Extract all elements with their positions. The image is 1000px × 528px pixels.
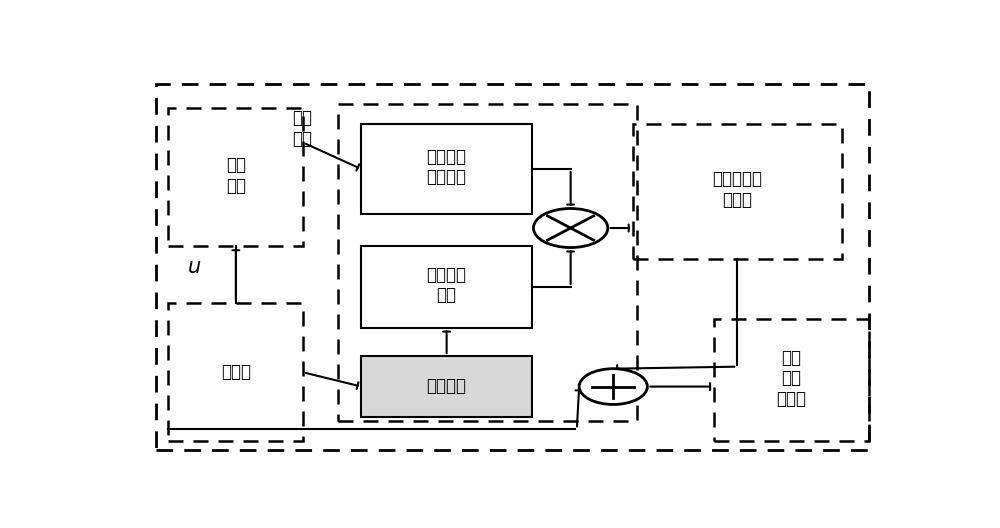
- Bar: [361, 124, 532, 214]
- Text: 分区扰动
约束矩阵: 分区扰动 约束矩阵: [427, 148, 467, 186]
- Bar: [338, 104, 637, 421]
- Text: 分区
掩码: 分区 掩码: [226, 156, 246, 194]
- Text: 对抗
样本
幅度谱: 对抗 样本 幅度谱: [776, 348, 806, 408]
- Bar: [361, 356, 532, 417]
- Bar: [168, 108, 303, 246]
- Text: 扰动
约束: 扰动 约束: [292, 109, 312, 148]
- Text: 幅度谱: 幅度谱: [221, 363, 251, 381]
- Circle shape: [533, 209, 608, 248]
- Bar: [361, 246, 532, 327]
- Text: 梯度符号
矩阵: 梯度符号 矩阵: [427, 266, 467, 304]
- Text: u: u: [188, 257, 201, 277]
- Text: 对抗性扰动
幅度谱: 对抗性扰动 幅度谱: [712, 170, 762, 209]
- Bar: [168, 303, 303, 441]
- Text: 分类模型: 分类模型: [427, 377, 467, 395]
- Bar: [633, 124, 842, 259]
- Circle shape: [579, 369, 647, 404]
- Bar: [714, 319, 869, 441]
